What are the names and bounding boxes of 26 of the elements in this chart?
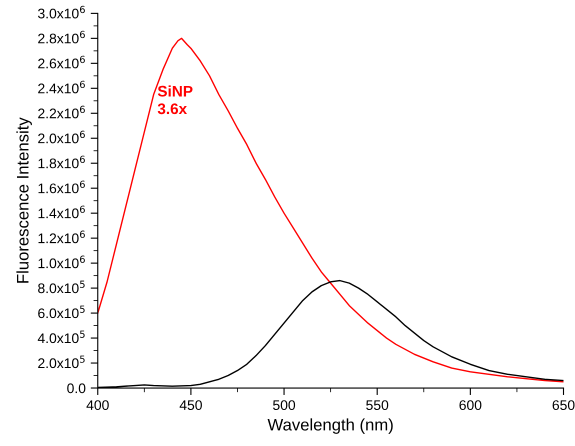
x-tick-label: 600 (459, 400, 482, 410)
x-tick-label: 400 (86, 400, 109, 410)
y-tick-label: 8.0x10$^{5}$ (38, 280, 85, 294)
line-series (98, 38, 564, 382)
y-tick-label: 1.6x10$^{6}$ (38, 180, 85, 194)
y-tick-label: 2.0x10$^{5}$ (38, 356, 85, 368)
y-tick-label: 1.4x10$^{6}$ (38, 206, 85, 218)
y-tick-label: 4.0x10$^{5}$ (38, 330, 85, 344)
series-label: SiNP 3.6x (158, 85, 192, 114)
x-tick-label: 550 (366, 400, 388, 410)
x-axis-title: Wavelength (nm) (268, 418, 393, 434)
y-axis-title: Fluorescence Intensity (16, 117, 32, 283)
y-tick-label: 2.6x10$^{6}$ (38, 56, 85, 68)
x-tick-label: 450 (180, 400, 202, 410)
y-tick-label: 0.0 (67, 383, 86, 394)
x-tick-label: 650 (552, 400, 575, 410)
y-tick-label: 6.0x10$^{5}$ (38, 306, 85, 318)
y-tick-label: 1.0x10$^{6}$ (38, 256, 85, 268)
y-tick-label: 3.0x10$^{6}$ (38, 6, 85, 18)
y-tick-label: 2.2x10$^{6}$ (38, 106, 85, 118)
y-tick-label: 2.4x10$^{6}$ (38, 80, 85, 94)
y-tick-label: 2.0x10$^{6}$ (38, 130, 85, 144)
y-tick-label: 1.8x10$^{6}$ (38, 156, 85, 168)
x-tick-label: 500 (273, 400, 296, 410)
y-tick-label: 2.8x10$^{6}$ (38, 30, 85, 44)
y-tick-label: 1.2x10$^{6}$ (38, 230, 85, 244)
